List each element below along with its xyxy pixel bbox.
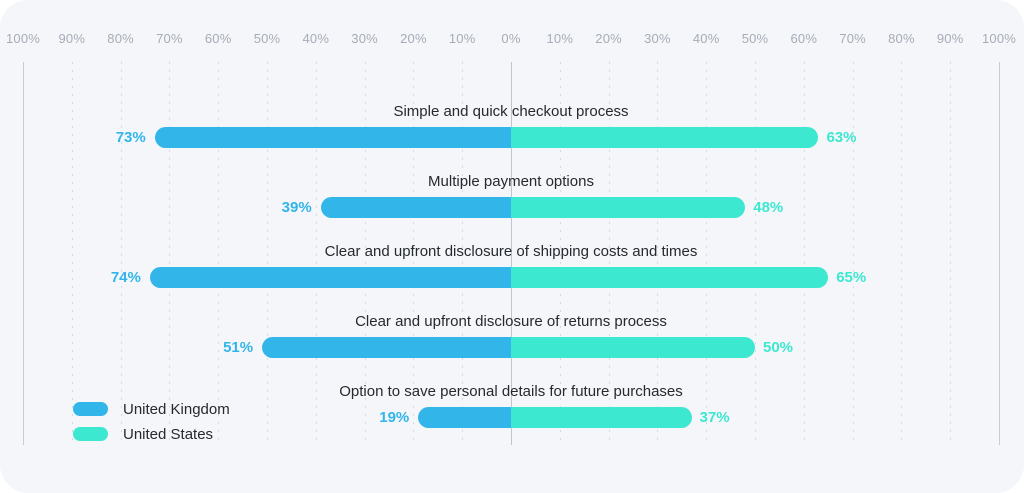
gridline — [608, 62, 610, 445]
value-label-right: 63% — [826, 129, 857, 146]
value-label-right: 37% — [699, 409, 730, 426]
bar-united-kingdom[interactable] — [320, 197, 511, 218]
axis-tick-label: 100% — [5, 31, 41, 46]
gridline — [901, 62, 903, 445]
gridline — [852, 62, 854, 445]
axis-tick-label: 40% — [302, 31, 330, 46]
gridline — [413, 62, 415, 445]
gridline — [950, 62, 952, 445]
gridline — [803, 62, 805, 445]
axis-tick-label: 80% — [107, 31, 134, 46]
gridline — [657, 62, 659, 445]
gridline — [23, 62, 24, 445]
gridline — [462, 62, 464, 445]
category-label: Multiple payment options — [428, 173, 594, 190]
bar-united-states[interactable] — [511, 407, 692, 428]
zero-axis-line — [511, 62, 512, 445]
value-label-left: 39% — [281, 199, 312, 216]
axis-tick-label: 50% — [253, 31, 281, 46]
axis-tick-label: 20% — [400, 31, 427, 46]
axis-tick-label: 20% — [595, 31, 622, 46]
axis-tick-label: 70% — [156, 31, 183, 46]
category-label: Clear and upfront disclosure of returns … — [355, 313, 667, 330]
gridline — [706, 62, 708, 445]
gridline — [71, 62, 73, 445]
legend-label: United States — [123, 425, 214, 443]
gridline — [315, 62, 317, 445]
value-label-left: 51% — [223, 339, 254, 356]
gridline — [267, 62, 268, 445]
axis-tick-label: 100% — [981, 31, 1017, 46]
axis-tick-label: 50% — [741, 31, 769, 46]
gridline — [559, 62, 561, 445]
legend-item-united-kingdom[interactable]: United Kingdom — [73, 400, 230, 418]
chart-legend: United Kingdom United States — [73, 400, 230, 452]
legend-item-united-states[interactable]: United States — [73, 425, 230, 443]
value-label-right: 50% — [763, 339, 794, 356]
gridline — [218, 62, 220, 445]
bar-united-kingdom[interactable] — [149, 267, 511, 288]
value-label-right: 65% — [836, 269, 867, 286]
bar-united-states[interactable] — [511, 267, 829, 288]
axis-tick-label: 70% — [839, 31, 866, 46]
bar-united-kingdom[interactable] — [418, 407, 511, 428]
united-states-swatch — [73, 427, 108, 441]
gridline — [755, 62, 756, 445]
united-kingdom-swatch — [73, 402, 108, 416]
legend-label: United Kingdom — [123, 400, 230, 418]
axis-tick-label: 60% — [204, 31, 232, 46]
category-label: Simple and quick checkout process — [393, 103, 629, 120]
gridline — [364, 62, 366, 445]
category-label: Clear and upfront disclosure of shipping… — [324, 243, 698, 260]
bar-united-kingdom[interactable] — [154, 127, 511, 148]
axis-tick-label: 90% — [936, 31, 964, 46]
gridline — [120, 62, 122, 445]
value-label-left: 19% — [379, 409, 410, 426]
gridline — [169, 62, 171, 445]
axis-tick-label: 10% — [546, 31, 574, 46]
axis-tick-label: 60% — [790, 31, 818, 46]
value-label-left: 74% — [110, 269, 141, 286]
bar-united-states[interactable] — [511, 337, 755, 358]
axis-tick-label: 0% — [501, 31, 521, 46]
axis-tick-label: 40% — [692, 31, 720, 46]
value-label-right: 48% — [753, 199, 784, 216]
axis-tick-label: 30% — [351, 31, 378, 46]
axis-tick-label: 80% — [888, 31, 915, 46]
category-label: Option to save personal details for futu… — [339, 383, 683, 400]
bar-united-states[interactable] — [511, 197, 746, 218]
axis-tick-label: 10% — [448, 31, 476, 46]
bar-united-kingdom[interactable] — [262, 337, 511, 358]
value-label-left: 73% — [115, 129, 146, 146]
axis-tick-label: 30% — [644, 31, 671, 46]
axis-tick-label: 90% — [58, 31, 86, 46]
gridline — [999, 62, 1000, 445]
bar-united-states[interactable] — [511, 127, 819, 148]
